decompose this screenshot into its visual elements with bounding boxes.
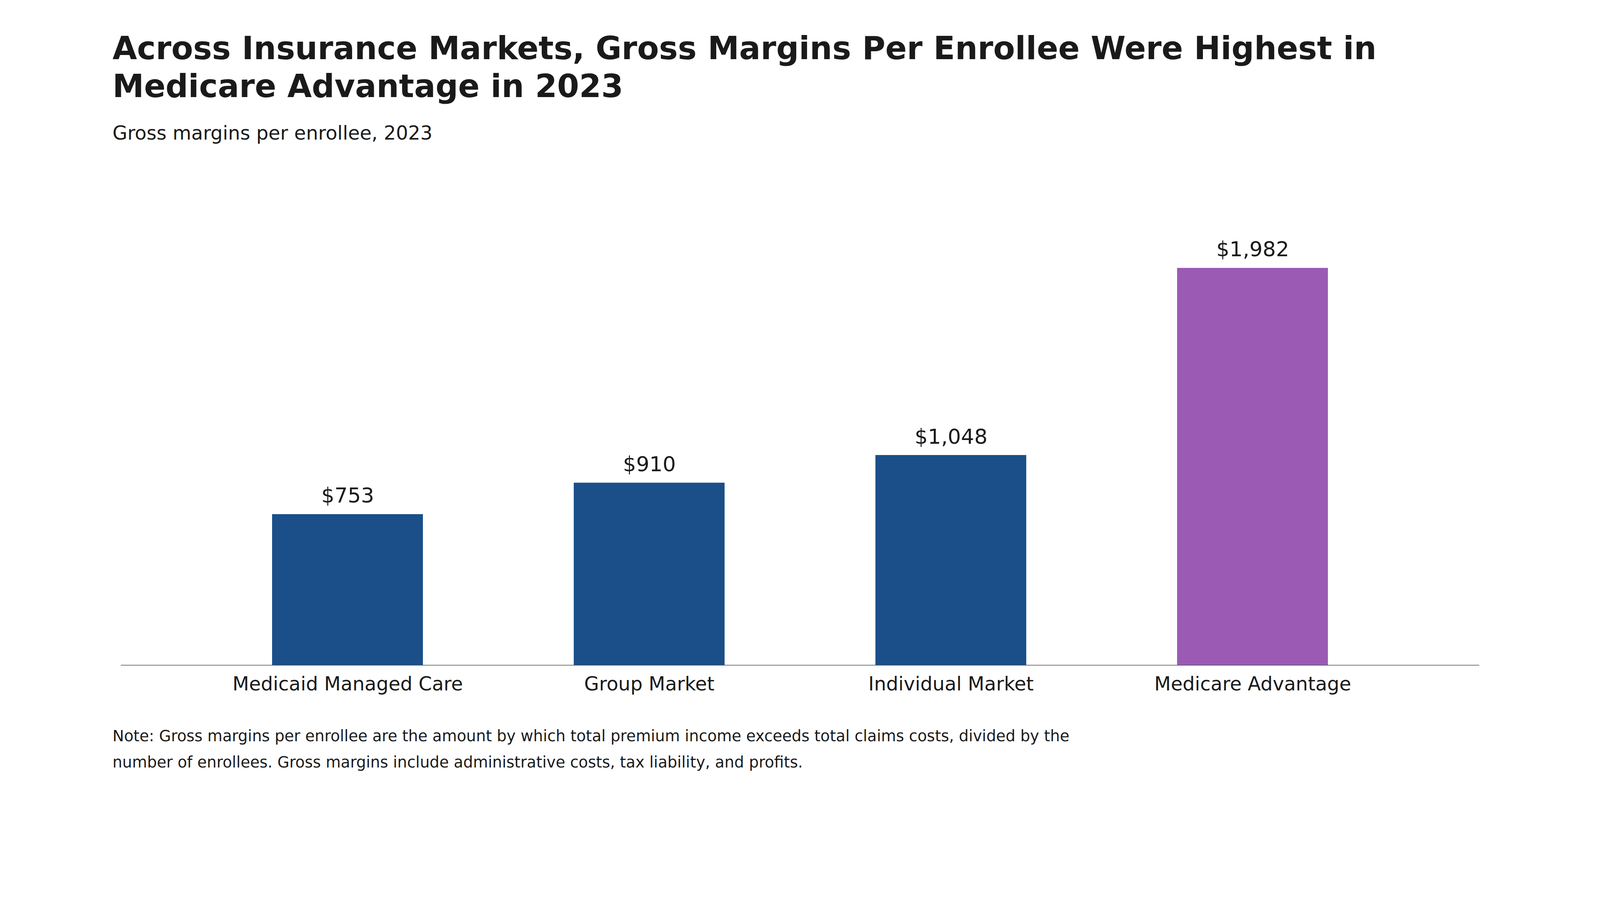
svg-text:Medicaid Managed Care: Medicaid Managed Care — [232, 672, 463, 696]
html-text:Gross margins per enrollee, 20: Gross margins per enrollee, 2023 — [112, 121, 433, 145]
html-text:Note: Gross margins per enroll: Note: Gross margins per enrollee are the… — [112, 727, 1070, 772]
svg-text:$753: $753 — [321, 483, 375, 508]
svg-text:$1,048: $1,048 — [914, 424, 988, 449]
html-text:Across Insurance Markets, Gros: Across Insurance Markets, Gross Margins … — [112, 29, 1377, 105]
svg-text:$910: $910 — [622, 452, 676, 477]
svg-text:Group Market: Group Market — [584, 672, 715, 696]
svg-text:$1,982: $1,982 — [1216, 237, 1290, 262]
svg-text:Medicare Advantage: Medicare Advantage — [1154, 672, 1351, 696]
svg-text:Individual Market: Individual Market — [868, 672, 1034, 696]
